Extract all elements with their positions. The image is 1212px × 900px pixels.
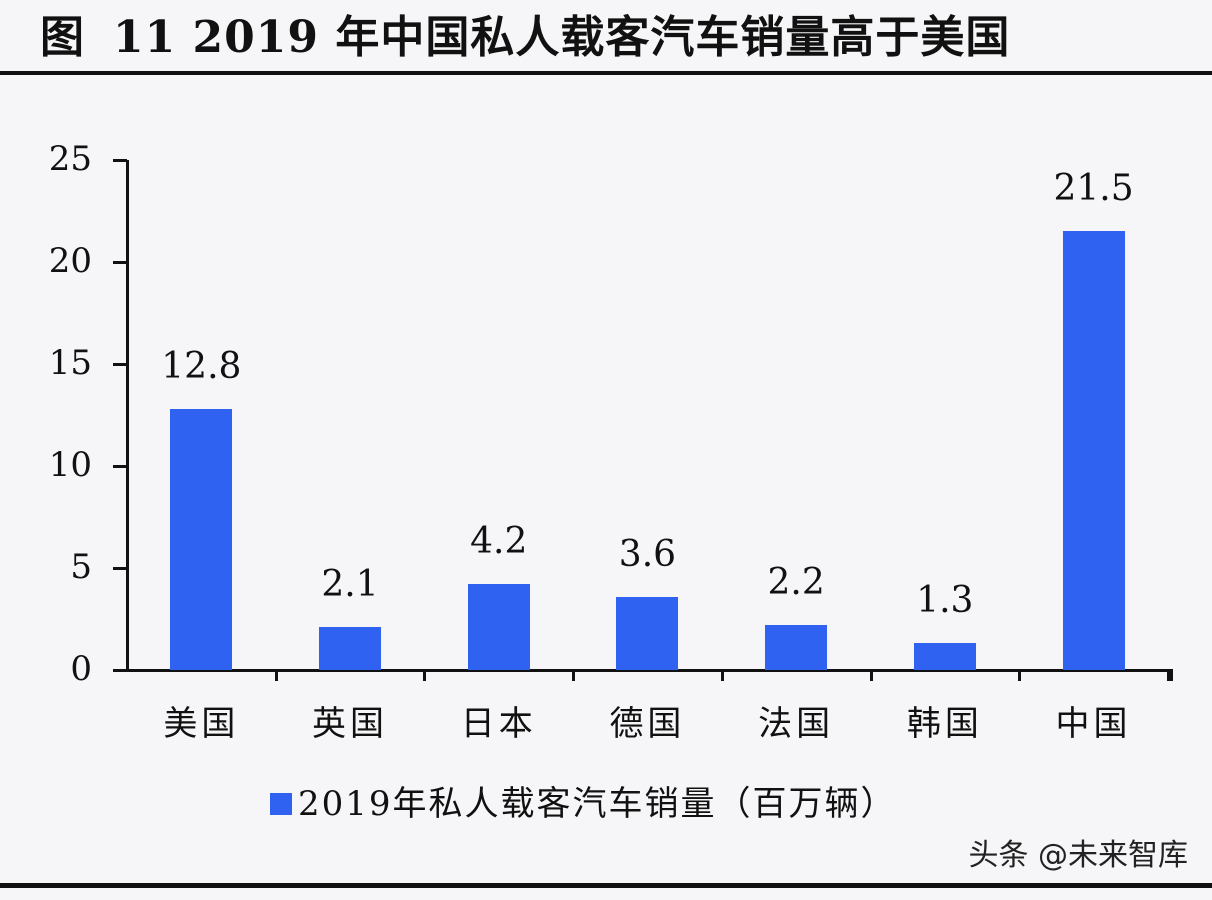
- x-category-label: 德国: [609, 704, 686, 744]
- figure-label: 图: [40, 12, 85, 63]
- x-category-label: 美国: [163, 704, 240, 744]
- y-tick: [113, 159, 127, 162]
- y-tick: [113, 669, 127, 672]
- x-category-label: 中国: [1055, 704, 1132, 744]
- x-tick: [274, 669, 278, 681]
- data-label: 4.2: [470, 521, 528, 563]
- bottom-rule: [0, 883, 1212, 888]
- y-tick: [113, 363, 127, 366]
- bar: [1062, 231, 1125, 670]
- bar: [319, 627, 382, 670]
- data-label: 3.6: [618, 533, 677, 575]
- x-category-label: 英国: [312, 704, 389, 744]
- y-tick-label: 0: [70, 649, 92, 689]
- legend-swatch: [270, 793, 292, 815]
- bar: [913, 643, 976, 670]
- y-tick: [113, 465, 127, 468]
- y-tick-label: 20: [48, 241, 92, 281]
- x-tick: [572, 669, 576, 681]
- y-tick-label: 15: [48, 343, 92, 383]
- x-category-label: 日本: [460, 704, 537, 744]
- y-tick: [113, 261, 127, 264]
- x-tick: [720, 669, 724, 681]
- chart-title: 图 11 2019 年中国私人载客汽车销量高于美国: [40, 10, 1010, 66]
- data-label: 21.5: [1053, 168, 1134, 210]
- y-axis: [126, 160, 129, 672]
- data-label: 2.1: [321, 564, 379, 606]
- x-axis-end-tick: [1170, 669, 1173, 681]
- data-label: 2.2: [767, 562, 825, 604]
- x-axis: [113, 669, 1173, 672]
- x-tick: [1166, 669, 1170, 681]
- data-label: 12.8: [161, 345, 242, 387]
- bar: [170, 408, 233, 670]
- x-category-label: 法国: [758, 704, 835, 744]
- x-category-label: 韩国: [906, 704, 983, 744]
- legend-label: 2019年私人载客汽车销量（百万辆）: [298, 784, 897, 824]
- y-tick-label: 5: [70, 547, 92, 587]
- x-tick: [869, 669, 873, 681]
- data-label: 1.3: [916, 580, 974, 622]
- bar: [616, 596, 679, 670]
- x-tick: [423, 669, 427, 681]
- watermark: 头条 @未来智库: [968, 838, 1188, 873]
- title-text: 11 2019 年中国私人载客汽车销量高于美国: [113, 12, 1011, 63]
- x-tick: [1018, 669, 1022, 681]
- top-rule: [0, 71, 1212, 75]
- y-tick-label: 25: [48, 139, 92, 179]
- y-tick-label: 10: [48, 445, 92, 485]
- y-tick: [113, 567, 127, 570]
- bar: [467, 584, 530, 670]
- legend: 2019年私人载客汽车销量（百万辆）: [270, 782, 897, 826]
- bar: [765, 625, 828, 670]
